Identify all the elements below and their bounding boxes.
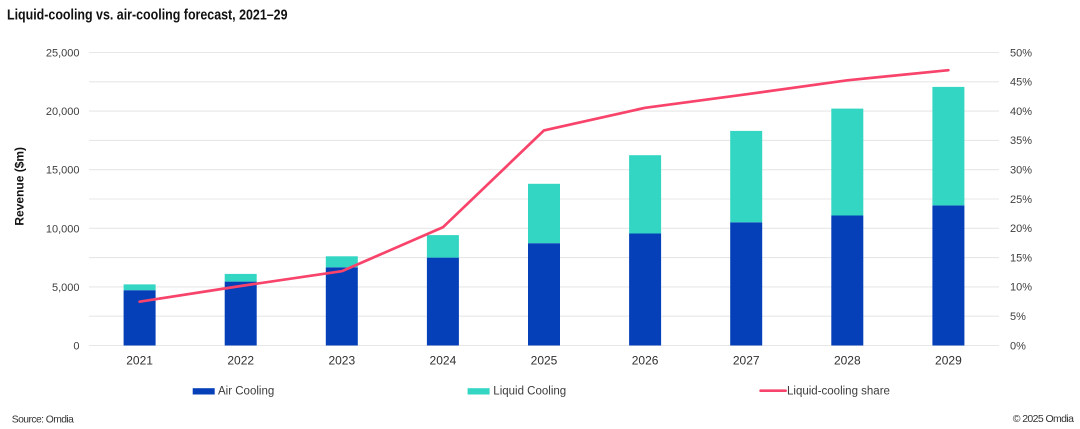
svg-text:2022: 2022 (227, 354, 254, 368)
svg-text:5%: 5% (1010, 311, 1026, 323)
svg-text:2021: 2021 (126, 354, 153, 368)
svg-text:10,000: 10,000 (46, 223, 80, 235)
svg-text:40%: 40% (1010, 106, 1032, 118)
svg-text:0: 0 (73, 341, 79, 353)
svg-text:Liquid Cooling: Liquid Cooling (493, 386, 566, 398)
svg-text:2026: 2026 (632, 354, 659, 368)
svg-text:Liquid-cooling vs. air-cooling: Liquid-cooling vs. air-cooling forecast,… (7, 6, 288, 22)
svg-text:20,000: 20,000 (46, 106, 80, 118)
svg-text:15,000: 15,000 (46, 165, 80, 177)
svg-text:Revenue ($m): Revenue ($m) (13, 147, 27, 226)
svg-text:2024: 2024 (430, 354, 457, 368)
svg-text:35%: 35% (1010, 135, 1032, 147)
svg-text:2029: 2029 (935, 354, 962, 368)
svg-text:25%: 25% (1010, 194, 1032, 206)
svg-text:2027: 2027 (733, 354, 760, 368)
svg-text:Source: Omdia: Source: Omdia (12, 415, 74, 426)
svg-text:20%: 20% (1010, 223, 1032, 235)
svg-text:45%: 45% (1010, 77, 1032, 89)
svg-text:2028: 2028 (834, 354, 861, 368)
svg-text:5,000: 5,000 (52, 282, 80, 294)
svg-text:2023: 2023 (328, 354, 355, 368)
svg-text:0%: 0% (1010, 340, 1026, 352)
svg-text:25,000: 25,000 (46, 47, 80, 59)
svg-text:50%: 50% (1010, 47, 1032, 59)
svg-text:Air Cooling: Air Cooling (218, 386, 274, 398)
svg-text:15%: 15% (1010, 252, 1032, 264)
svg-text:Liquid-cooling share: Liquid-cooling share (787, 386, 890, 398)
svg-text:10%: 10% (1010, 282, 1032, 294)
svg-text:30%: 30% (1010, 165, 1032, 177)
svg-text:2025: 2025 (531, 354, 558, 368)
svg-text:© 2025 Omdia: © 2025 Omdia (1013, 413, 1074, 425)
